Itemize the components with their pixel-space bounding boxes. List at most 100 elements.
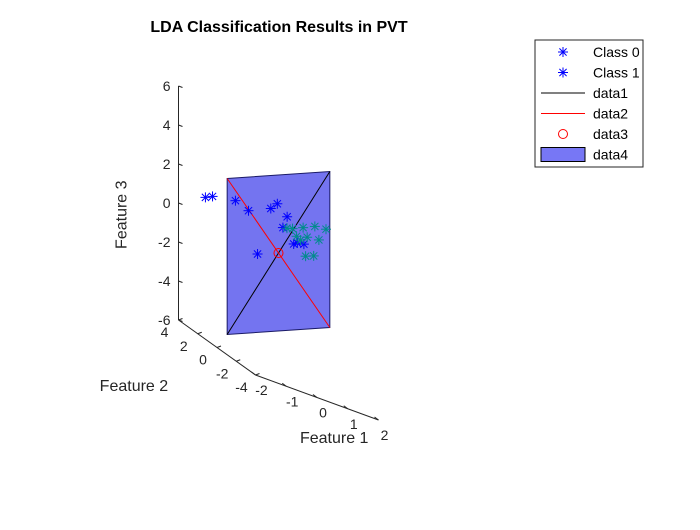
star-stroke <box>244 206 253 215</box>
z-axis-label: Feature 3 <box>114 180 131 249</box>
legend-item: data2 <box>541 106 628 122</box>
z-tick <box>178 280 183 283</box>
legend-circle <box>558 129 568 139</box>
z-tick-label: -6 <box>158 312 171 328</box>
data-point <box>207 191 218 202</box>
z-tick-label: 0 <box>163 195 171 211</box>
star-stroke <box>299 240 308 249</box>
legend-label: data2 <box>593 106 628 122</box>
z-tick <box>178 202 183 205</box>
data-point <box>288 238 299 249</box>
legend-label: Class 0 <box>593 44 640 60</box>
series-class-1 <box>281 221 331 262</box>
y-tick <box>255 373 260 376</box>
star-stroke <box>201 193 210 202</box>
data-point <box>302 232 313 243</box>
chart-title: LDA Classification Results in PVT <box>150 19 407 36</box>
star-stroke <box>278 223 287 232</box>
star-stroke <box>310 222 319 231</box>
star-stroke <box>253 250 262 258</box>
data-point <box>252 249 263 260</box>
data-point <box>200 192 211 203</box>
series-class-0 <box>200 191 309 260</box>
y-axis-label: Feature 2 <box>100 378 169 395</box>
x-tick <box>312 394 318 398</box>
y-tick <box>216 345 222 348</box>
data3-marker <box>273 248 284 258</box>
z-tick-label: -4 <box>158 273 171 289</box>
data-point <box>265 203 276 214</box>
legend-item: Class 1 <box>558 65 640 81</box>
legend-label: data1 <box>593 85 628 101</box>
z-tick-label: 4 <box>163 117 171 133</box>
x-tick <box>343 405 349 410</box>
legend-item: data1 <box>541 85 628 101</box>
y-tick-label: 0 <box>199 352 207 368</box>
z-tick <box>178 124 183 127</box>
star-stroke <box>309 251 318 260</box>
legend-item: data4 <box>540 147 628 163</box>
star-stroke <box>303 233 312 242</box>
star-stroke <box>301 252 310 261</box>
star-stroke <box>208 192 217 201</box>
legend-label: data3 <box>593 126 628 142</box>
x-tick-label: -1 <box>286 393 299 409</box>
star-stroke <box>283 212 292 221</box>
data-point <box>287 223 298 234</box>
legend-item: data3 <box>558 126 628 142</box>
star-stroke <box>292 232 301 241</box>
x-tick-label: 0 <box>319 405 327 421</box>
z-tick <box>178 85 183 88</box>
y-tick <box>197 331 202 335</box>
data2-line <box>226 178 331 328</box>
data-point <box>320 224 331 235</box>
z-tick <box>178 319 183 322</box>
data-point <box>298 222 309 233</box>
x-tick <box>281 382 287 387</box>
data-point <box>243 205 254 216</box>
z-tick-label: 2 <box>163 156 171 172</box>
legend-star <box>558 67 568 78</box>
legend-patch <box>540 147 586 162</box>
data-point <box>282 211 293 222</box>
z-tick-label: -2 <box>158 234 171 250</box>
legend-box <box>534 39 644 168</box>
y-tick-label: -4 <box>235 379 248 395</box>
x-tick <box>374 416 379 421</box>
star-stroke <box>559 48 567 56</box>
legend-star <box>558 47 568 57</box>
star-stroke <box>559 68 567 77</box>
z-tick <box>178 241 183 244</box>
y-tick-label: 4 <box>161 324 169 340</box>
data-point <box>230 195 241 206</box>
data-point <box>309 221 320 232</box>
z-tick <box>178 163 183 166</box>
data-point <box>272 198 283 209</box>
star-stroke <box>314 235 323 244</box>
legend-label: data4 <box>593 147 628 163</box>
x-tick-label: 2 <box>381 427 389 443</box>
star-stroke <box>322 225 330 234</box>
star-stroke <box>266 204 275 213</box>
y-tick-label: -2 <box>216 365 229 381</box>
star-stroke <box>231 196 240 205</box>
y-tick-label: 2 <box>180 338 188 354</box>
data-point <box>313 234 324 245</box>
y-tick <box>236 359 241 362</box>
plot-area <box>200 170 331 336</box>
legend-item: Class 0 <box>558 44 640 60</box>
x-axis-label: Feature 1 <box>300 430 369 447</box>
x-tick <box>251 371 256 376</box>
x-tick-label: -2 <box>255 382 268 398</box>
legend: Class 0 Class 1 data1 data2 data3 data4 <box>534 39 644 168</box>
legend-label: Class 1 <box>593 65 640 81</box>
star-stroke <box>288 224 297 233</box>
data-point <box>308 250 319 261</box>
star-stroke <box>273 199 282 208</box>
star-stroke <box>299 223 308 232</box>
x-tick-label: 1 <box>350 416 358 432</box>
z-tick-label: 6 <box>163 78 171 94</box>
